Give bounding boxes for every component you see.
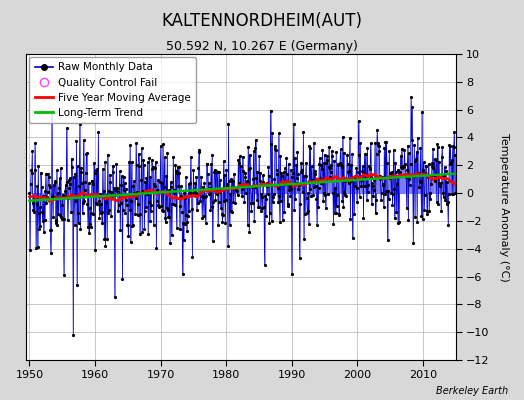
Y-axis label: Temperature Anomaly (°C): Temperature Anomaly (°C) xyxy=(499,133,509,281)
Text: 50.592 N, 10.267 E (Germany): 50.592 N, 10.267 E (Germany) xyxy=(166,40,358,53)
Legend: Raw Monthly Data, Quality Control Fail, Five Year Moving Average, Long-Term Tren: Raw Monthly Data, Quality Control Fail, … xyxy=(29,57,196,123)
Text: KALTENNORDHEIM(AUT): KALTENNORDHEIM(AUT) xyxy=(161,12,363,30)
Text: Berkeley Earth: Berkeley Earth xyxy=(436,386,508,396)
